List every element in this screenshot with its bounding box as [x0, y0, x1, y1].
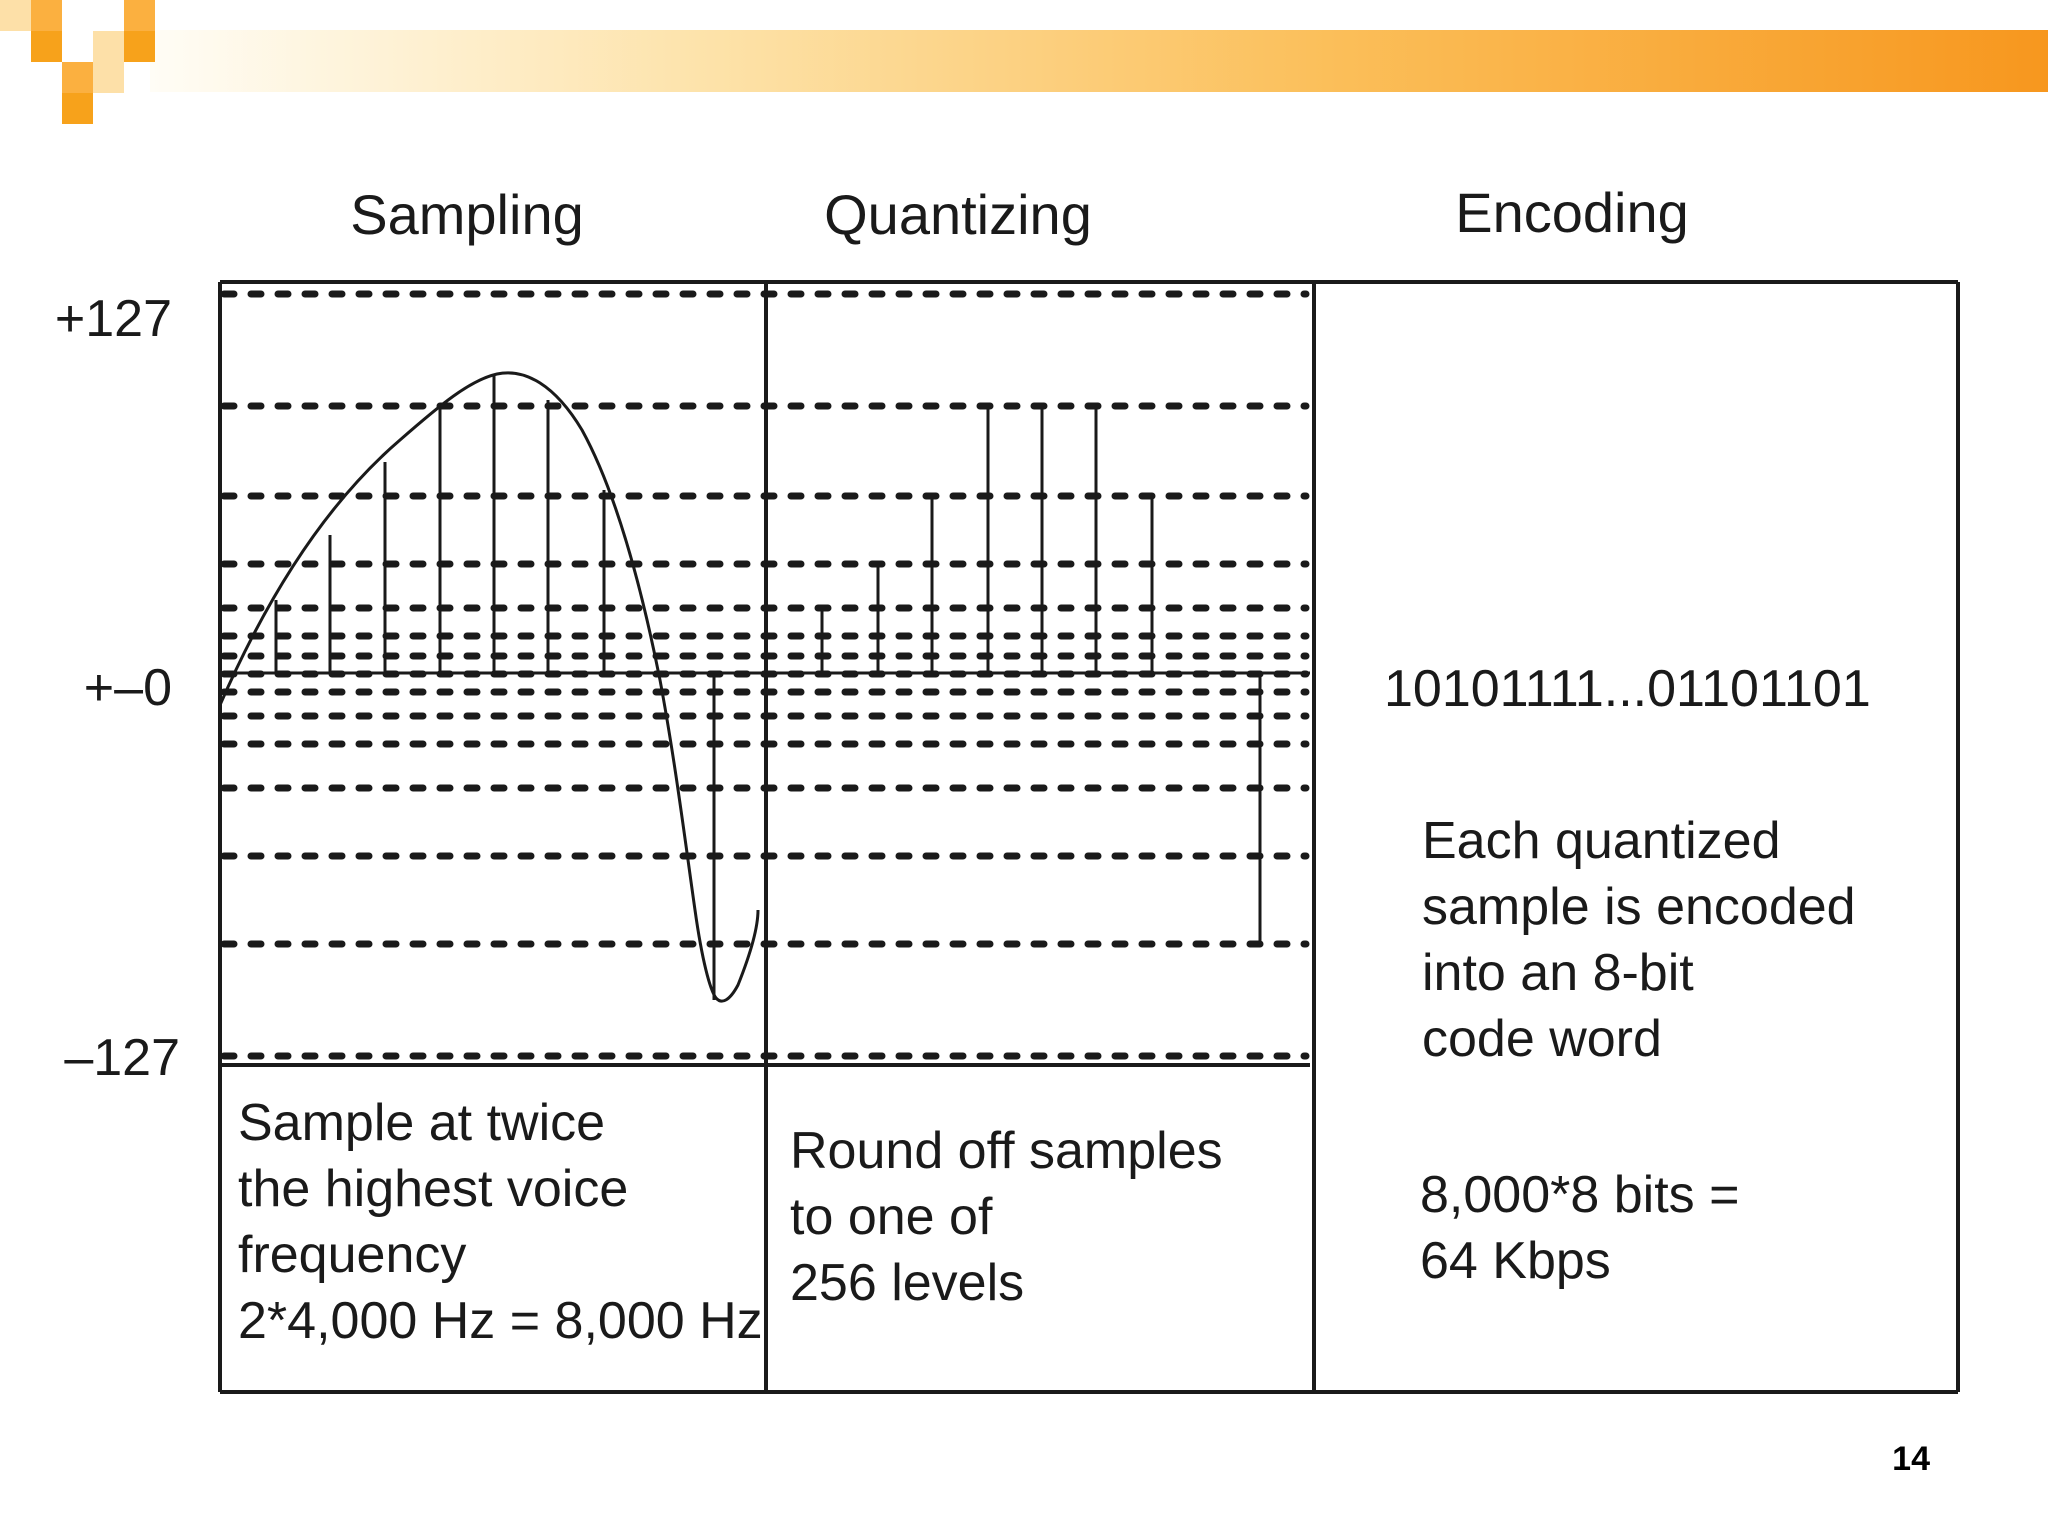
sampling-caption: Sample at twice the highest voice freque…	[238, 1094, 763, 1350]
diagram-frame	[218, 280, 1960, 1394]
caption-line: 2*4,000 Hz = 8,000 Hz	[238, 1292, 763, 1350]
heading-quantizing: Quantizing	[824, 183, 1092, 246]
banner-square	[62, 62, 93, 93]
bit-rate: 8,000*8 bits = 64 Kbps	[1420, 1166, 1739, 1290]
caption-line: Round off samples	[790, 1122, 1223, 1180]
banner-square	[62, 93, 93, 124]
banner-square	[31, 0, 62, 31]
banner-square	[124, 31, 155, 62]
banner-square	[93, 31, 124, 62]
description-line: code word	[1422, 1010, 1662, 1068]
caption-line: to one of	[790, 1188, 993, 1246]
header-banner	[0, 0, 2048, 130]
analog-waveform	[218, 371, 760, 1003]
level-label-top: +127	[55, 290, 172, 348]
level-label-middle: +–0	[84, 659, 172, 717]
banner-square	[93, 62, 124, 93]
caption-line: Sample at twice	[238, 1094, 605, 1152]
bit-rate-line: 64 Kbps	[1420, 1232, 1611, 1290]
encoding-description: Each quantized sample is encoded into an…	[1422, 812, 1856, 1068]
caption-line: frequency	[238, 1226, 466, 1284]
slide-number: 14	[1892, 1440, 1930, 1478]
quantizing-caption: Round off samples to one of 256 levels	[790, 1122, 1223, 1312]
description-line: into an 8-bit	[1422, 944, 1694, 1002]
bit-rate-line: 8,000*8 bits =	[1420, 1166, 1739, 1224]
heading-encoding: Encoding	[1455, 181, 1689, 244]
banner-square	[124, 0, 155, 31]
banner-gradient-bar	[150, 30, 2048, 92]
level-label-bottom: –127	[64, 1029, 180, 1087]
caption-line: the highest voice	[238, 1160, 628, 1218]
banner-square	[0, 0, 31, 31]
caption-line: 256 levels	[790, 1254, 1024, 1312]
description-line: sample is encoded	[1422, 878, 1856, 936]
binary-code: 10101111...01101101	[1384, 660, 1871, 718]
sample-stems	[274, 374, 1262, 1000]
banner-square	[31, 31, 62, 62]
description-line: Each quantized	[1422, 812, 1781, 870]
heading-sampling: Sampling	[350, 183, 583, 246]
